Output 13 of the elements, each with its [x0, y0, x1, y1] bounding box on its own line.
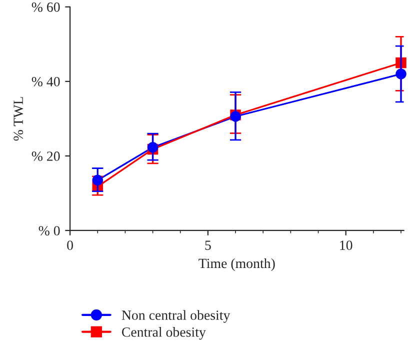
- y-tick-label: % 40: [32, 76, 60, 86]
- x-tick-label: 5: [205, 240, 211, 250]
- x-axis-title: Time (month): [198, 258, 275, 271]
- y-tick-label: % 20: [32, 152, 60, 161]
- y-tick-label: % 60: [32, 2, 60, 12]
- point: [92, 174, 103, 186]
- legend-label: Central obesity: [122, 327, 206, 340]
- x-tick-label: 10: [340, 240, 352, 250]
- point: [396, 68, 406, 80]
- y-axis-title: % TWL: [14, 97, 24, 141]
- y-tick-label: % 0: [38, 226, 60, 236]
- legend-label: Non central obesity: [122, 310, 230, 323]
- x-tick-label: 0: [67, 240, 73, 250]
